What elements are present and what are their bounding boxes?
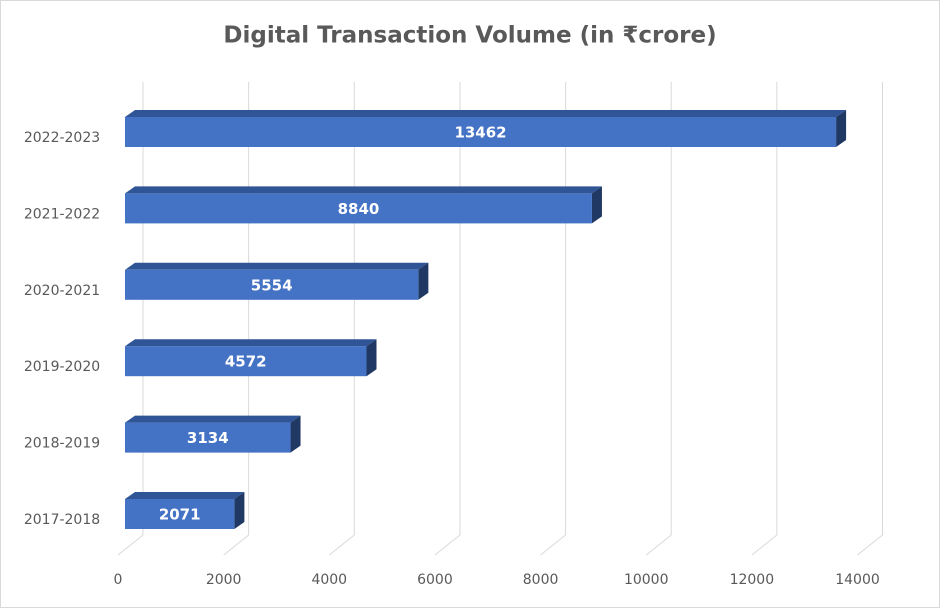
grid-line — [751, 534, 778, 556]
bar — [125, 422, 291, 453]
x-tick-label: 14000 — [835, 572, 880, 588]
bar-side — [366, 339, 377, 377]
x-tick-label: 8000 — [523, 572, 559, 588]
bar-top — [125, 262, 429, 270]
bar-side — [591, 186, 602, 224]
x-tick-label: 6000 — [417, 572, 453, 588]
x-tick-label: 2000 — [206, 572, 242, 588]
value-label: 2071 — [159, 506, 201, 524]
bar-side — [836, 110, 847, 147]
grid-line — [223, 534, 249, 556]
y-tick-label: 2017-2018 — [24, 512, 100, 528]
y-tick-label: 2019-2020 — [24, 359, 100, 375]
x-tick-label: 10000 — [624, 572, 669, 588]
grid-line — [857, 534, 883, 556]
y-tick-label: 2020-2021 — [24, 283, 100, 299]
x-tick-label: 0 — [114, 572, 123, 588]
value-label: 5554 — [251, 276, 293, 294]
bar-side — [418, 262, 429, 300]
bar — [125, 269, 419, 300]
grid-line — [645, 534, 672, 556]
y-tick-label: 2018-2019 — [24, 436, 100, 452]
bar-side — [290, 415, 301, 453]
bar-side — [234, 492, 245, 529]
chart-title: Digital Transaction Volume (in ₹crore) — [223, 23, 716, 49]
grid-line — [434, 534, 461, 556]
grid-line — [540, 534, 566, 556]
value-label: 4572 — [225, 353, 267, 371]
bar-top — [125, 186, 602, 194]
bar — [125, 499, 235, 529]
x-tick-label: 12000 — [730, 572, 775, 588]
y-tick-label: 2021-2022 — [24, 206, 100, 222]
bar-top — [125, 492, 245, 499]
x-tick-label: 4000 — [311, 572, 347, 588]
y-tick-label: 2022-2023 — [24, 130, 100, 146]
bar — [125, 346, 367, 377]
bar-top — [125, 415, 301, 423]
bar — [125, 193, 592, 224]
value-label: 8840 — [338, 200, 380, 218]
bar-top — [125, 110, 847, 117]
grid-line — [117, 534, 144, 556]
value-label: 13462 — [454, 124, 506, 142]
grid-line — [328, 534, 355, 556]
bar-top — [125, 339, 377, 347]
value-label: 3134 — [187, 429, 229, 447]
bar — [125, 117, 837, 147]
